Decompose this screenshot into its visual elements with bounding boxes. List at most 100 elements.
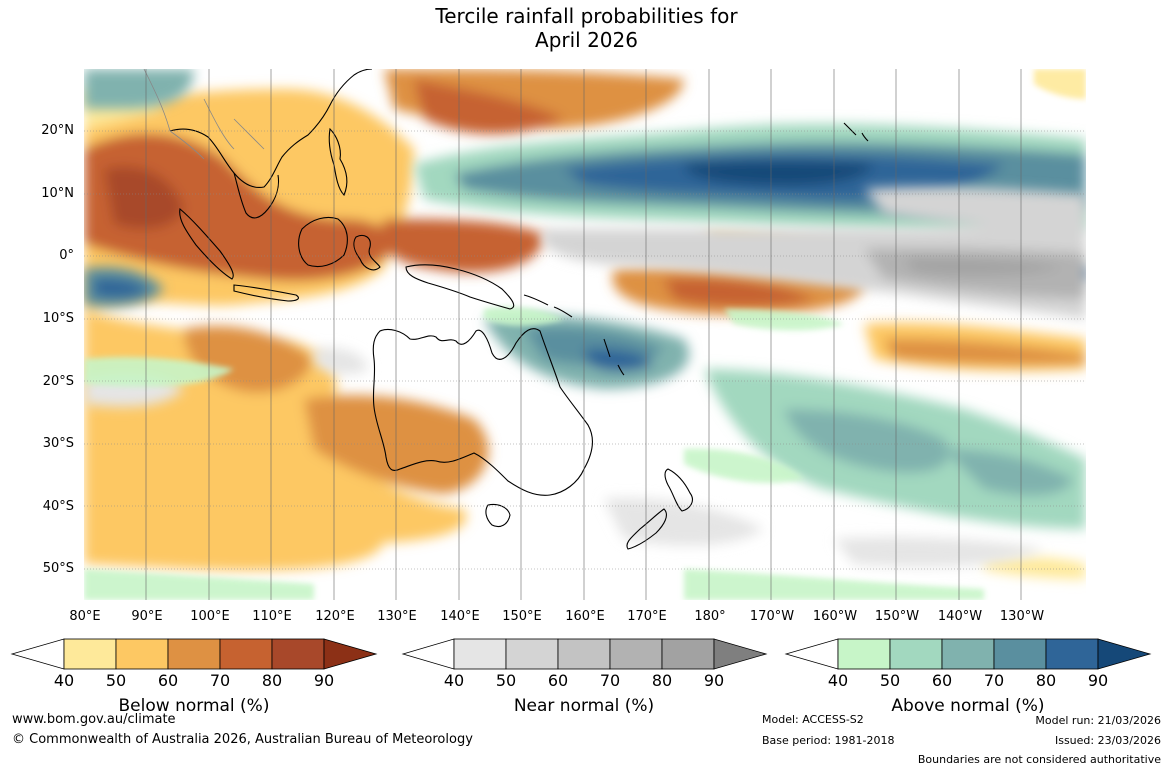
title-line-2: April 2026 — [535, 28, 638, 52]
above-normal-swatch — [1045, 638, 1099, 670]
lat-label-10n: 10°N — [41, 186, 74, 201]
below-normal-swatch — [115, 638, 169, 670]
philippines-coast — [328, 127, 348, 196]
colorbar-near-normal — [401, 638, 768, 670]
near-tick-80: 80 — [651, 671, 673, 690]
below-normal-swatch — [63, 638, 117, 670]
lon-label-150w: 150°W — [874, 609, 920, 624]
footer-model: Model: ACCESS-S2 — [762, 713, 864, 726]
indochina-coast — [233, 172, 280, 219]
title-line-1: Tercile rainfall probabilities for — [435, 4, 738, 28]
below-normal-high-arrow — [323, 638, 378, 670]
below-tick-60: 60 — [157, 671, 179, 690]
below-tick-40: 40 — [53, 671, 75, 690]
above-tick-40: 40 — [827, 671, 849, 690]
below-normal-swatch — [271, 638, 325, 670]
above-tick-80: 80 — [1035, 671, 1057, 690]
footer-url: www.bom.gov.au/climate — [12, 712, 176, 727]
near-tick-90: 90 — [703, 671, 725, 690]
colorbar-above-normal — [784, 638, 1152, 670]
country-boundaries — [143, 69, 265, 160]
above-normal-region — [84, 69, 1086, 529]
lon-label-170e: 170°E — [627, 609, 667, 624]
lat-label-20s: 20°S — [42, 374, 74, 389]
vanuatu-coast — [603, 338, 625, 376]
lat-label-0: 0° — [59, 248, 74, 263]
borneo-coast — [298, 216, 348, 268]
lon-label-180: 180° — [694, 609, 726, 624]
above-normal-swatch — [993, 638, 1047, 670]
lon-label-120e: 120°E — [315, 609, 355, 624]
java-coast — [233, 284, 299, 302]
colorbar-below-normal — [10, 638, 378, 670]
near-normal-swatch — [557, 638, 611, 670]
lon-label-150e: 150°E — [502, 609, 542, 624]
footer-disclaimer: Boundaries are not considered authoritat… — [917, 753, 1161, 766]
above-tick-70: 70 — [983, 671, 1005, 690]
below-tick-90: 90 — [313, 671, 335, 690]
near-tick-40: 40 — [443, 671, 465, 690]
below-tick-50: 50 — [105, 671, 127, 690]
footer-copyright: © Commonwealth of Australia 2026, Austra… — [12, 732, 473, 747]
hawaii-coast — [843, 122, 869, 142]
lat-label-20n: 20°N — [41, 123, 74, 138]
solomon-islands-coast — [523, 294, 573, 318]
near-normal-title: Near normal (%) — [513, 696, 655, 716]
new-zealand-south-coast — [626, 508, 667, 550]
lon-label-160e: 160°E — [565, 609, 605, 624]
above-normal-title: Above normal (%) — [891, 696, 1045, 716]
lon-label-90e: 90°E — [131, 609, 163, 624]
lon-label-100e: 100°E — [190, 609, 230, 624]
above-normal-swatch — [941, 638, 995, 670]
footer-base-period: Base period: 1981-2018 — [762, 734, 895, 747]
lat-label-30s: 30°S — [42, 436, 74, 451]
asia-coast — [169, 69, 373, 189]
above-normal-swatch — [837, 638, 891, 670]
map-title: Tercile rainfall probabilities for April… — [0, 4, 1173, 52]
footer-issued: Issued: 23/03/2026 — [1054, 734, 1161, 747]
lon-label-170w: 170°W — [749, 609, 795, 624]
near-tick-60: 60 — [547, 671, 569, 690]
meridians — [145, 69, 1022, 600]
above-normal-low-arrow — [784, 638, 839, 670]
lon-label-80e: 80°E — [69, 609, 101, 624]
below-tick-70: 70 — [209, 671, 231, 690]
forecast-map — [84, 69, 1086, 600]
sumatra-coast — [179, 207, 234, 280]
australia-coast — [372, 328, 593, 496]
above-tick-90: 90 — [1087, 671, 1109, 690]
near-normal-swatch — [661, 638, 715, 670]
forecast-map-svg — [84, 69, 1086, 600]
lat-label-40s: 40°S — [42, 499, 74, 514]
below-normal-title: Below normal (%) — [118, 696, 270, 716]
above-tick-60: 60 — [931, 671, 953, 690]
lon-label-130w: 130°W — [999, 609, 1045, 624]
coastlines — [169, 69, 869, 550]
below-normal-swatch — [219, 638, 273, 670]
graticule — [84, 130, 1086, 570]
near-normal-swatch — [505, 638, 559, 670]
sulawesi-coast — [353, 234, 381, 271]
near-normal-high-arrow — [713, 638, 768, 670]
lat-label-50s: 50°S — [42, 561, 74, 576]
lat-label-10s: 10°S — [42, 311, 74, 326]
colorbars — [10, 638, 1152, 670]
above-normal-high-arrow — [1097, 638, 1152, 670]
new-guinea-coast — [405, 264, 515, 310]
below-tick-80: 80 — [261, 671, 283, 690]
lon-label-110e: 110°E — [252, 609, 292, 624]
below-normal-swatch — [167, 638, 221, 670]
above-tick-50: 50 — [879, 671, 901, 690]
lon-label-140w: 140°W — [937, 609, 983, 624]
near-tick-50: 50 — [495, 671, 517, 690]
near-normal-swatch — [609, 638, 663, 670]
new-zealand-north-coast — [664, 468, 693, 512]
near-tick-70: 70 — [599, 671, 621, 690]
footer-model-run: Model run: 21/03/2026 — [1035, 714, 1161, 727]
lon-label-160w: 160°W — [812, 609, 858, 624]
near-normal-swatch — [453, 638, 507, 670]
lon-label-140e: 140°E — [440, 609, 480, 624]
below-normal-low-arrow — [10, 638, 65, 670]
above-normal-swatch — [889, 638, 943, 670]
lon-label-130e: 130°E — [377, 609, 417, 624]
